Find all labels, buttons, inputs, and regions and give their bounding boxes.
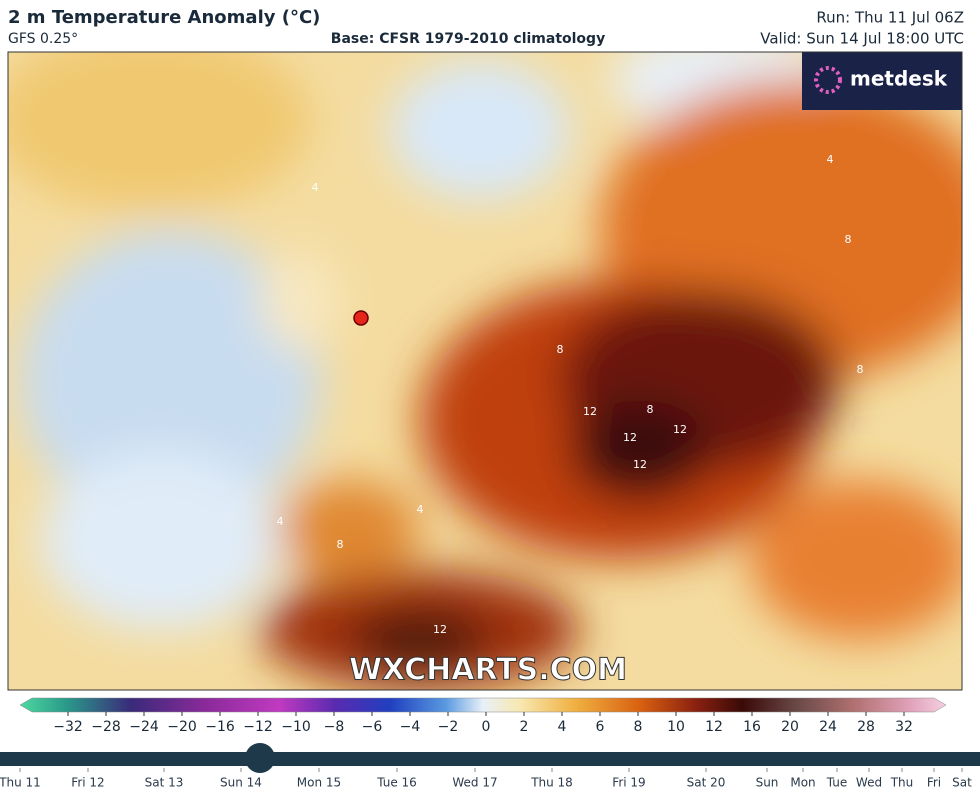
contour-label: 8 bbox=[845, 233, 852, 246]
contour-label: 12 bbox=[633, 458, 647, 471]
colorbar-label: −28 bbox=[91, 719, 121, 735]
timeline-knob[interactable] bbox=[245, 743, 275, 773]
run: Run: Thu 11 Jul 06Z bbox=[816, 9, 964, 27]
timeline-label[interactable]: Sun bbox=[756, 776, 779, 790]
title: 2 m Temperature Anomaly (°C) bbox=[8, 7, 320, 28]
colorbar-label: 20 bbox=[781, 719, 799, 735]
colorbar-label: 12 bbox=[705, 719, 723, 735]
timeline-label[interactable]: Thu bbox=[890, 776, 914, 790]
timeline-label[interactable]: Fri 12 bbox=[71, 776, 104, 790]
contour-label: 12 bbox=[433, 623, 447, 636]
valid: Valid: Sun 14 Jul 18:00 UTC bbox=[760, 30, 964, 48]
timeline-label[interactable]: Wed 17 bbox=[452, 776, 497, 790]
location-marker bbox=[353, 310, 369, 326]
contour-label: 8 bbox=[337, 538, 344, 551]
contour-label: 4 bbox=[277, 515, 284, 528]
contour-label: 4 bbox=[827, 153, 834, 166]
logo-icon bbox=[814, 66, 842, 94]
timeline-label[interactable]: Thu 18 bbox=[530, 776, 573, 790]
contour-label: 12 bbox=[673, 423, 687, 436]
logo: metdesk bbox=[850, 67, 948, 91]
timeline-label[interactable]: Sat 20 bbox=[687, 776, 726, 790]
colorbar bbox=[19, 697, 947, 713]
contour-label: 4 bbox=[312, 181, 319, 194]
timeline-label[interactable]: Mon bbox=[790, 776, 815, 790]
watermark: WXCHARTS.COM bbox=[349, 653, 627, 688]
colorbar-label: 6 bbox=[596, 719, 605, 735]
colorbar-label: −8 bbox=[324, 719, 345, 735]
contour-label: 4 bbox=[417, 503, 424, 516]
colorbar-label: −2 bbox=[438, 719, 459, 735]
colorbar-label: 2 bbox=[520, 719, 529, 735]
contour-label: 8 bbox=[857, 363, 864, 376]
contour-label: 12 bbox=[583, 405, 597, 418]
colorbar-label: −6 bbox=[362, 719, 383, 735]
colorbar-label: −20 bbox=[167, 719, 197, 735]
colorbar-label: −24 bbox=[129, 719, 159, 735]
base: Base: CFSR 1979-2010 climatology bbox=[331, 31, 605, 47]
timeline-track[interactable] bbox=[0, 752, 980, 766]
colorbar-label: 8 bbox=[634, 719, 643, 735]
colorbar-label: 4 bbox=[558, 719, 567, 735]
colorbar-label: 0 bbox=[482, 719, 491, 735]
colorbar-label: 10 bbox=[667, 719, 685, 735]
timeline-label[interactable]: Sat 13 bbox=[145, 776, 184, 790]
logo-box bbox=[802, 52, 962, 110]
colorbar-label: −10 bbox=[281, 719, 311, 735]
timeline-label[interactable]: Tue bbox=[826, 776, 848, 790]
colorbar-label: −16 bbox=[205, 719, 235, 735]
colorbar-label: 32 bbox=[895, 719, 913, 735]
contour-label: 8 bbox=[647, 403, 654, 416]
contour-label: 8 bbox=[557, 343, 564, 356]
colorbar-label: −12 bbox=[243, 719, 273, 735]
colorbar-label: 16 bbox=[743, 719, 761, 735]
timeline-label[interactable]: Tue 16 bbox=[376, 776, 417, 790]
timeline-label[interactable]: Fri 19 bbox=[612, 776, 645, 790]
colorbar-label: −32 bbox=[53, 719, 83, 735]
colorbar-label: 24 bbox=[819, 719, 837, 735]
timeline-label[interactable]: Mon 15 bbox=[297, 776, 341, 790]
map-frame bbox=[7, 51, 963, 691]
model: GFS 0.25° bbox=[8, 31, 78, 47]
colorbar-label: 28 bbox=[857, 719, 875, 735]
timeline-label[interactable]: Sun 14 bbox=[220, 776, 262, 790]
map: metdesk WXCHARTS.COM 4 8 8 12 12 12 12 8 4 8 12 4 8 4 bbox=[8, 52, 962, 690]
timeline-label[interactable]: Sat bbox=[952, 776, 972, 790]
contour-label: 12 bbox=[623, 431, 637, 444]
timeline-label[interactable]: Wed bbox=[856, 776, 882, 790]
timeline-label[interactable]: Thu 11 bbox=[0, 776, 41, 790]
colorbar-label: −4 bbox=[400, 719, 421, 735]
timeline-label[interactable]: Fri bbox=[927, 776, 941, 790]
